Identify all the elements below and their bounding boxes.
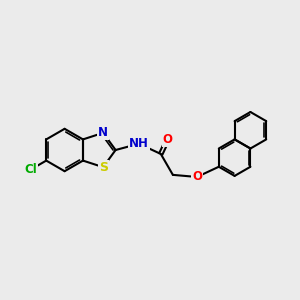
Text: O: O (192, 170, 202, 184)
Text: NH: NH (129, 137, 149, 150)
Text: S: S (99, 161, 108, 174)
Text: O: O (163, 133, 172, 146)
Text: Cl: Cl (25, 163, 37, 176)
Text: N: N (98, 126, 108, 139)
